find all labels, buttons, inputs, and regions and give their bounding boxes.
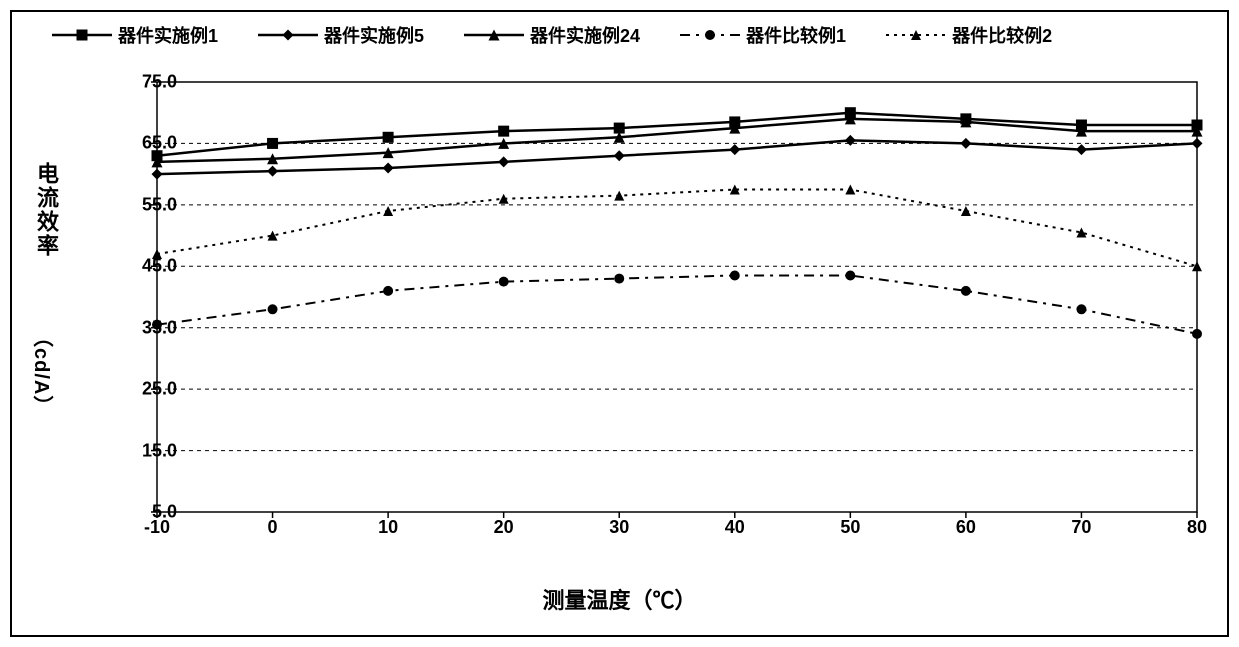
y-tick-label: 15.0 <box>142 440 177 461</box>
y-tick-label: 65.0 <box>142 133 177 154</box>
y-tick-label: 25.0 <box>142 379 177 400</box>
x-tick-label: 60 <box>956 517 976 538</box>
x-tick-label: 30 <box>609 517 629 538</box>
x-tick-label: 20 <box>494 517 514 538</box>
x-tick-label: 80 <box>1187 517 1207 538</box>
x-tick-label: 10 <box>378 517 398 538</box>
chart-container: 器件实施例1器件实施例5器件实施例24器件比较例1器件比较例2 电流效率 （cd… <box>10 10 1229 637</box>
x-tick-label: 40 <box>725 517 745 538</box>
y-tick-label: 55.0 <box>142 194 177 215</box>
x-tick-label: 50 <box>840 517 860 538</box>
x-tick-label: -10 <box>144 517 170 538</box>
y-tick-label: 45.0 <box>142 256 177 277</box>
x-tick-label: 0 <box>268 517 278 538</box>
y-tick-label: 75.0 <box>142 72 177 93</box>
x-tick-label: 70 <box>1071 517 1091 538</box>
chart-plot <box>12 12 1227 635</box>
y-tick-label: 35.0 <box>142 317 177 338</box>
